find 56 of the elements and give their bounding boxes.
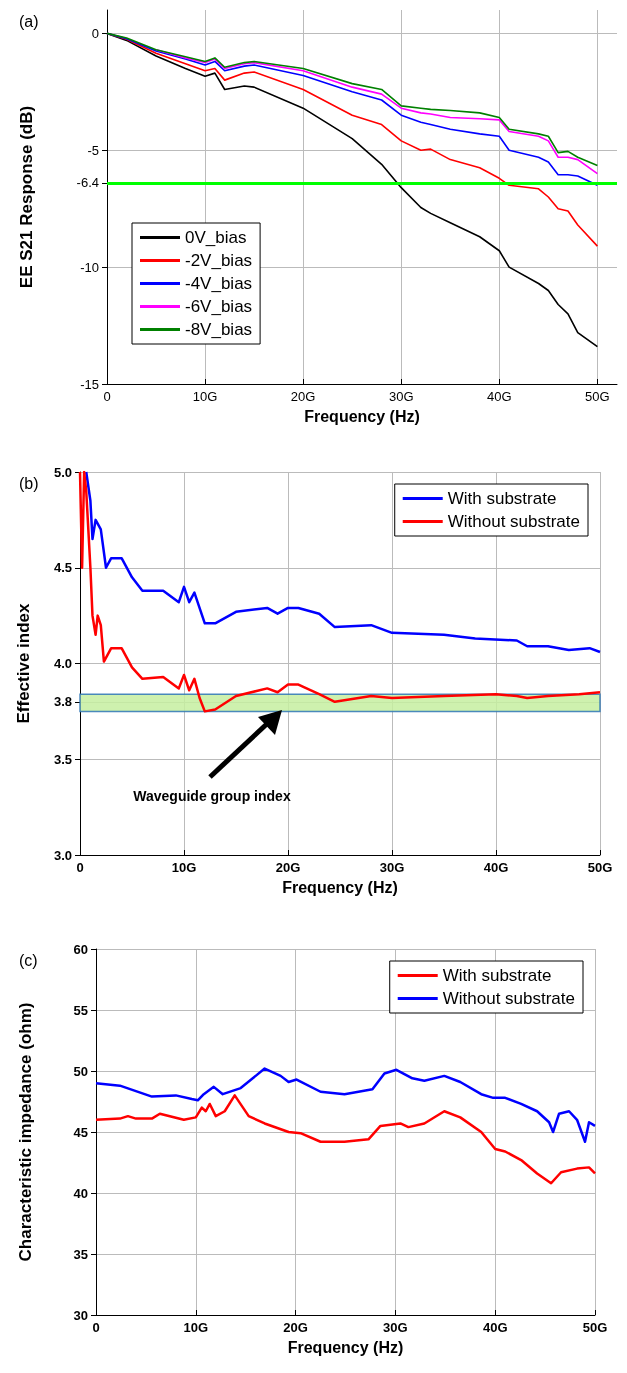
y-tick-label: -15: [80, 376, 99, 392]
x-tick-label: 20G: [290, 389, 316, 404]
y-tick-label: 30: [73, 1307, 88, 1323]
legend-label: 0V_bias: [185, 228, 247, 247]
y-tick-label: -5: [87, 142, 99, 158]
x-tick-label: 20G: [275, 860, 301, 875]
x-tick-label: 30G: [388, 389, 414, 404]
legend-label: -8V_bias: [185, 320, 253, 339]
y-tick-label: 55: [73, 1002, 88, 1018]
line-series: [84, 470, 602, 654]
legend-label: With substrate: [442, 966, 552, 985]
y-tick-label: 3.5: [53, 751, 72, 767]
x-tick-label: 30G: [379, 860, 405, 875]
x-tick-label: 10G: [171, 860, 197, 875]
chart-title: (a): [19, 12, 39, 30]
legend-label: With substrate: [447, 489, 557, 508]
x-tick-label: 50G: [587, 860, 613, 875]
x-tick-label: 40G: [483, 860, 509, 875]
y-tick-label: 35: [73, 1246, 88, 1262]
y-tick-label: 3.8: [53, 694, 72, 710]
y-tick-label: -10: [80, 259, 99, 275]
y-axis-title: EE S21 Response (dB): [17, 105, 36, 289]
y-tick-label: 4.5: [53, 560, 72, 576]
x-tick-label: 10G: [192, 389, 218, 404]
x-axis-title: Frequency (Hz): [304, 407, 420, 425]
x-axis-title: Frequency (Hz): [282, 878, 398, 896]
x-tick-label: 30G: [383, 1320, 408, 1335]
y-axis-title: Characteristic impedance (ohm): [16, 1002, 35, 1262]
x-tick-label: 40G: [482, 1320, 508, 1335]
legend-label: -2V_bias: [185, 251, 253, 270]
x-tick-label: 50G: [585, 389, 610, 404]
legend-label: Without substrate: [447, 512, 580, 531]
y-tick-label: 5.0: [53, 464, 72, 480]
y-tick-label: 40: [73, 1185, 88, 1201]
y-tick-label: 45: [73, 1124, 88, 1140]
annotation: Waveguide group index: [132, 788, 292, 804]
y-tick-label: 60: [73, 941, 88, 957]
chart-title: (b): [19, 474, 39, 492]
x-axis-title: Frequency (Hz): [287, 1338, 404, 1356]
y-tick-label: -6.4: [76, 175, 99, 191]
y-tick-label: 0: [91, 25, 99, 41]
x-tick-label: 0: [103, 389, 111, 404]
y-axis-title: Effective index: [14, 602, 33, 724]
y-tick-label: 4.0: [53, 656, 72, 671]
legend-label: Without substrate: [442, 989, 575, 1008]
y-tick-label: 50: [73, 1063, 88, 1079]
x-tick-label: 50G: [582, 1320, 608, 1335]
legend-label: -6V_bias: [185, 297, 253, 316]
line-series: [94, 1067, 597, 1144]
x-tick-label: 10G: [183, 1320, 209, 1335]
chart-title: (c): [19, 951, 38, 969]
x-tick-label: 20G: [283, 1320, 308, 1335]
line-series: [94, 1094, 597, 1185]
x-tick-label: 40G: [487, 389, 512, 404]
y-tick-label: 3.0: [53, 847, 72, 863]
legend-label: -4V_bias: [185, 274, 253, 293]
